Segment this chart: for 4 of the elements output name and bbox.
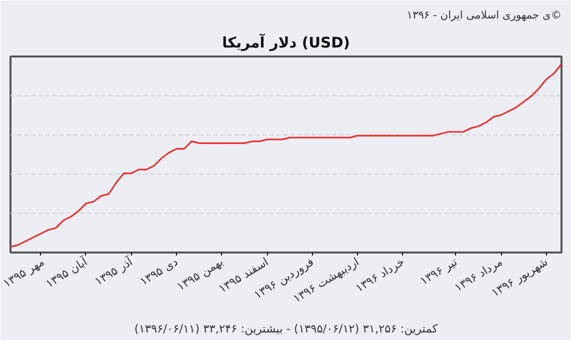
text: کمترین: ۳۱,۲۵۶ (۱۳۹۵/۰۶/۱۲) - بیشترین: ۳۳,۲۴۶ (۱۳۹۶/۰۶/۱۱) xyxy=(134,322,438,336)
x-tick-label: آذر ۱۳۹۵ xyxy=(92,254,136,288)
chart-title: دلار آمریکا (USD) xyxy=(222,34,350,52)
text: ی جمهوری اسلامی ایران - ۱۳۹۶© xyxy=(406,8,562,22)
